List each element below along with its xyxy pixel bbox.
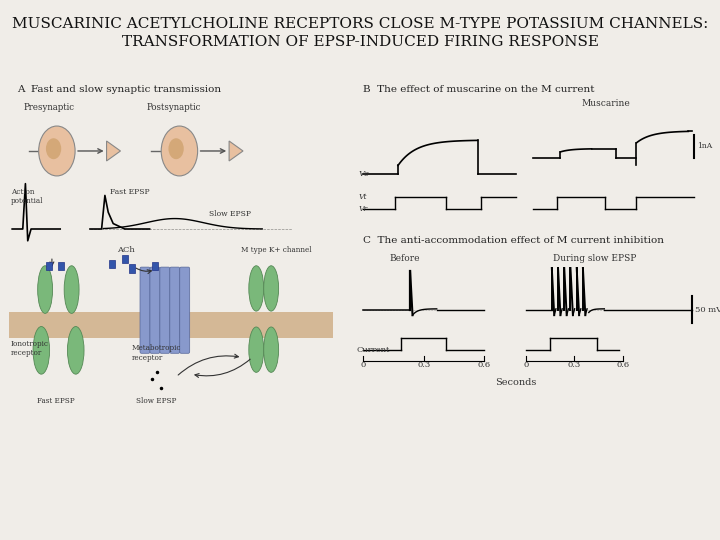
Text: Postsynaptic: Postsynaptic — [146, 103, 201, 112]
Text: TRANSFORMATION OF EPSP-INDUCED FIRING RESPONSE: TRANSFORMATION OF EPSP-INDUCED FIRING RE… — [122, 35, 598, 49]
Ellipse shape — [249, 266, 264, 311]
Text: Ionotropic
receptor: Ionotropic receptor — [11, 340, 48, 357]
FancyBboxPatch shape — [109, 260, 115, 268]
Text: 50 mV: 50 mV — [696, 306, 720, 314]
Text: Before: Before — [390, 254, 420, 263]
Text: 0.3: 0.3 — [567, 361, 581, 369]
Text: Seconds: Seconds — [495, 377, 536, 387]
Text: During slow EPSP: During slow EPSP — [554, 254, 636, 263]
FancyBboxPatch shape — [46, 262, 53, 270]
FancyBboxPatch shape — [58, 262, 63, 270]
Text: ACh: ACh — [117, 246, 135, 254]
Ellipse shape — [264, 266, 279, 311]
Text: 0.6: 0.6 — [478, 361, 491, 369]
FancyBboxPatch shape — [129, 265, 135, 273]
Text: 0.6: 0.6 — [616, 361, 629, 369]
Ellipse shape — [33, 327, 50, 374]
Text: MUSCARINIC ACETYLCHOLINE RECEPTORS CLOSE M-TYPE POTASSIUM CHANNELS:: MUSCARINIC ACETYLCHOLINE RECEPTORS CLOSE… — [12, 17, 708, 31]
FancyBboxPatch shape — [140, 267, 150, 353]
Ellipse shape — [64, 266, 79, 313]
Text: Vr: Vr — [359, 205, 367, 213]
Ellipse shape — [249, 327, 264, 373]
Text: Vt: Vt — [359, 193, 367, 201]
Text: Slow EPSP: Slow EPSP — [210, 210, 251, 218]
Text: 1nA: 1nA — [697, 143, 712, 151]
FancyBboxPatch shape — [152, 262, 158, 270]
Text: Fast EPSP: Fast EPSP — [110, 187, 150, 195]
Circle shape — [46, 138, 61, 159]
Circle shape — [39, 126, 75, 176]
FancyBboxPatch shape — [160, 267, 170, 353]
Text: Metabotropic
receptor: Metabotropic receptor — [132, 345, 181, 362]
FancyBboxPatch shape — [122, 255, 128, 264]
Text: 0: 0 — [523, 361, 528, 369]
Polygon shape — [107, 141, 120, 161]
Ellipse shape — [37, 266, 53, 313]
Text: Vc: Vc — [359, 170, 369, 178]
FancyBboxPatch shape — [170, 267, 180, 353]
Text: C  The anti-accommodation effect of M current inhibition: C The anti-accommodation effect of M cur… — [364, 237, 665, 245]
Text: A  Fast and slow synaptic transmission: A Fast and slow synaptic transmission — [17, 85, 221, 94]
Text: Muscarine: Muscarine — [581, 99, 630, 107]
Circle shape — [168, 138, 184, 159]
Text: 0.3: 0.3 — [418, 361, 431, 369]
Polygon shape — [229, 141, 243, 161]
Text: M type K+ channel: M type K+ channel — [240, 246, 311, 254]
FancyBboxPatch shape — [150, 267, 160, 353]
Text: Slow EPSP: Slow EPSP — [136, 397, 176, 405]
Text: Action
potential: Action potential — [12, 188, 44, 205]
Ellipse shape — [264, 327, 279, 373]
Circle shape — [161, 126, 197, 176]
Ellipse shape — [68, 327, 84, 374]
FancyBboxPatch shape — [9, 313, 333, 338]
Text: 0: 0 — [361, 361, 366, 369]
Text: B  The effect of muscarine on the M current: B The effect of muscarine on the M curre… — [364, 85, 595, 94]
Text: Current: Current — [356, 346, 390, 354]
Text: Fast EPSP: Fast EPSP — [37, 397, 75, 405]
FancyBboxPatch shape — [180, 267, 189, 353]
Text: Presynaptic: Presynaptic — [24, 103, 75, 112]
